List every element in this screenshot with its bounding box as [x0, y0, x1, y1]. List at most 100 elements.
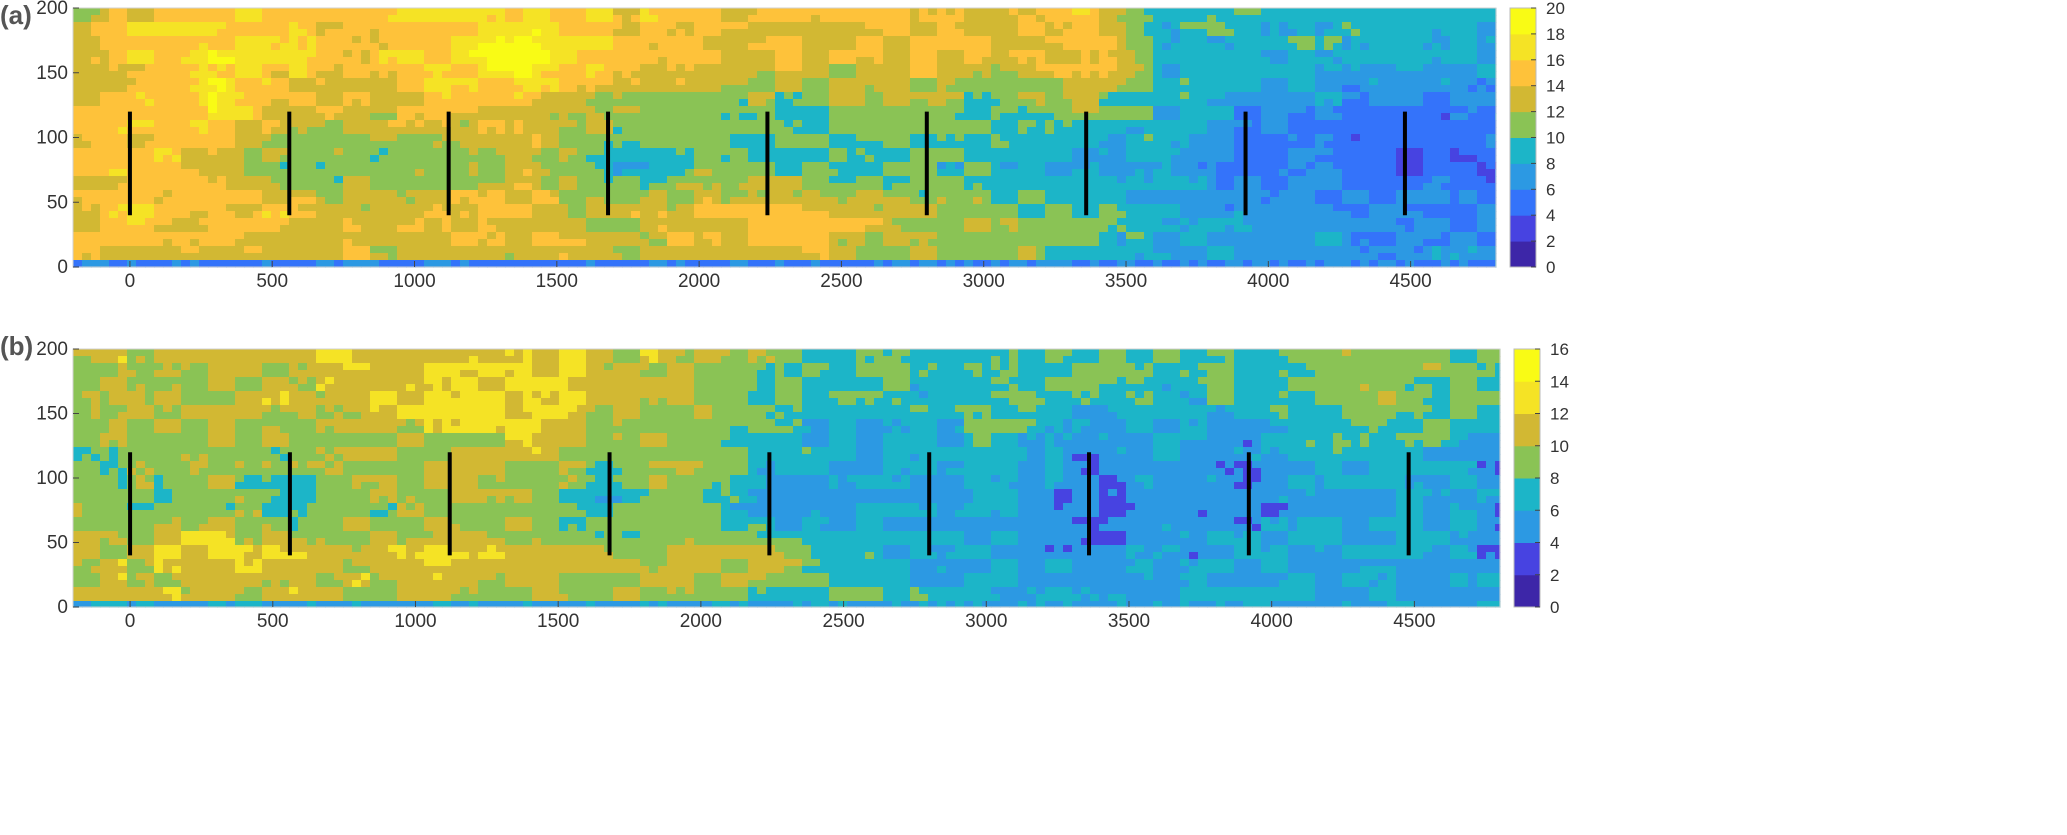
contour-cell	[757, 113, 767, 121]
contour-cell	[1324, 8, 1334, 16]
contour-cell	[361, 106, 371, 114]
contour-cell	[118, 85, 128, 93]
contour-cell	[1108, 50, 1118, 58]
contour-cell	[991, 78, 1001, 86]
contour-cell	[640, 99, 650, 107]
contour-cell	[514, 127, 524, 135]
contour-cell	[208, 127, 218, 135]
contour-cell	[451, 225, 461, 233]
contour-cell	[154, 127, 164, 135]
contour-cell	[541, 218, 551, 226]
contour-cell	[523, 113, 533, 121]
contour-cell	[136, 218, 146, 226]
contour-cell	[793, 155, 803, 163]
contour-cell	[1108, 197, 1118, 205]
contour-cell	[1189, 106, 1199, 114]
contour-cell	[442, 15, 452, 23]
contour-cell	[1216, 197, 1226, 205]
contour-cell	[568, 106, 578, 114]
contour-cell	[712, 43, 722, 51]
contour-cell	[631, 169, 641, 177]
contour-cell	[847, 197, 857, 205]
contour-cell	[136, 169, 146, 177]
contour-cell	[1162, 176, 1172, 184]
contour-cell	[82, 218, 92, 226]
contour-cell	[1333, 71, 1343, 79]
contour-cell	[1063, 134, 1073, 142]
contour-cell	[1387, 22, 1397, 30]
contour-cell	[271, 225, 281, 233]
contour-cell	[1063, 50, 1073, 58]
contour-cell	[892, 169, 902, 177]
contour-cell	[1207, 99, 1217, 107]
contour-cell	[766, 134, 776, 142]
contour-cell	[1036, 29, 1046, 37]
contour-cell	[1072, 183, 1082, 191]
contour-cell	[1432, 85, 1442, 93]
contour-cell	[928, 120, 938, 128]
contour-cell	[361, 155, 371, 163]
contour-cell	[271, 85, 281, 93]
contour-cell	[649, 36, 659, 44]
contour-cell	[307, 148, 317, 156]
contour-cell	[1360, 50, 1370, 58]
contour-cell	[1135, 141, 1145, 149]
contour-cell	[1450, 204, 1460, 212]
contour-cell	[595, 127, 605, 135]
contour-cell	[1369, 190, 1379, 198]
contour-cell	[352, 22, 362, 30]
contour-cell	[316, 85, 326, 93]
contour-cell	[1117, 204, 1127, 212]
contour-cell	[244, 190, 254, 198]
contour-cell	[1162, 57, 1172, 65]
contour-cell	[775, 197, 785, 205]
contour-cell	[1342, 176, 1352, 184]
contour-cell	[217, 113, 227, 121]
contour-cell	[766, 113, 776, 121]
contour-cell	[388, 183, 398, 191]
contour-cell	[118, 71, 128, 79]
contour-cell	[1180, 85, 1190, 93]
contour-cell	[784, 141, 794, 149]
contour-cell	[991, 162, 1001, 170]
contour-cell	[856, 106, 866, 114]
contour-cell	[1315, 113, 1325, 121]
contour-cell	[811, 141, 821, 149]
contour-cell	[1117, 15, 1127, 23]
contour-cell	[559, 78, 569, 86]
contour-cell	[415, 120, 425, 128]
contour-cell	[712, 106, 722, 114]
contour-cell	[1045, 176, 1055, 184]
contour-cell	[1180, 64, 1190, 72]
contour-cell	[1270, 218, 1280, 226]
contour-cell	[1450, 211, 1460, 219]
contour-cell	[1261, 85, 1271, 93]
contour-cell	[316, 197, 326, 205]
contour-cell	[1324, 43, 1334, 51]
contour-cell	[217, 218, 227, 226]
contour-cell	[307, 162, 317, 170]
contour-cell	[1063, 22, 1073, 30]
contour-cell	[397, 99, 407, 107]
contour-cell	[370, 113, 380, 121]
contour-cell	[1351, 113, 1361, 121]
contour-cell	[982, 29, 992, 37]
contour-cell	[595, 197, 605, 205]
contour-cell	[253, 190, 263, 198]
contour-cell	[100, 36, 110, 44]
contour-cell	[1045, 113, 1055, 121]
contour-cell	[1018, 43, 1028, 51]
contour-cell	[289, 57, 299, 65]
contour-cell	[1243, 148, 1253, 156]
contour-cell	[298, 64, 308, 72]
contour-cell	[334, 71, 344, 79]
contour-cell	[1027, 85, 1037, 93]
contour-cell	[181, 155, 191, 163]
contour-cell	[217, 141, 227, 149]
contour-cell	[235, 22, 245, 30]
contour-cell	[1189, 211, 1199, 219]
contour-cell	[343, 113, 353, 121]
contour-cell	[415, 211, 425, 219]
contour-cell	[208, 15, 218, 23]
contour-cell	[829, 71, 839, 79]
